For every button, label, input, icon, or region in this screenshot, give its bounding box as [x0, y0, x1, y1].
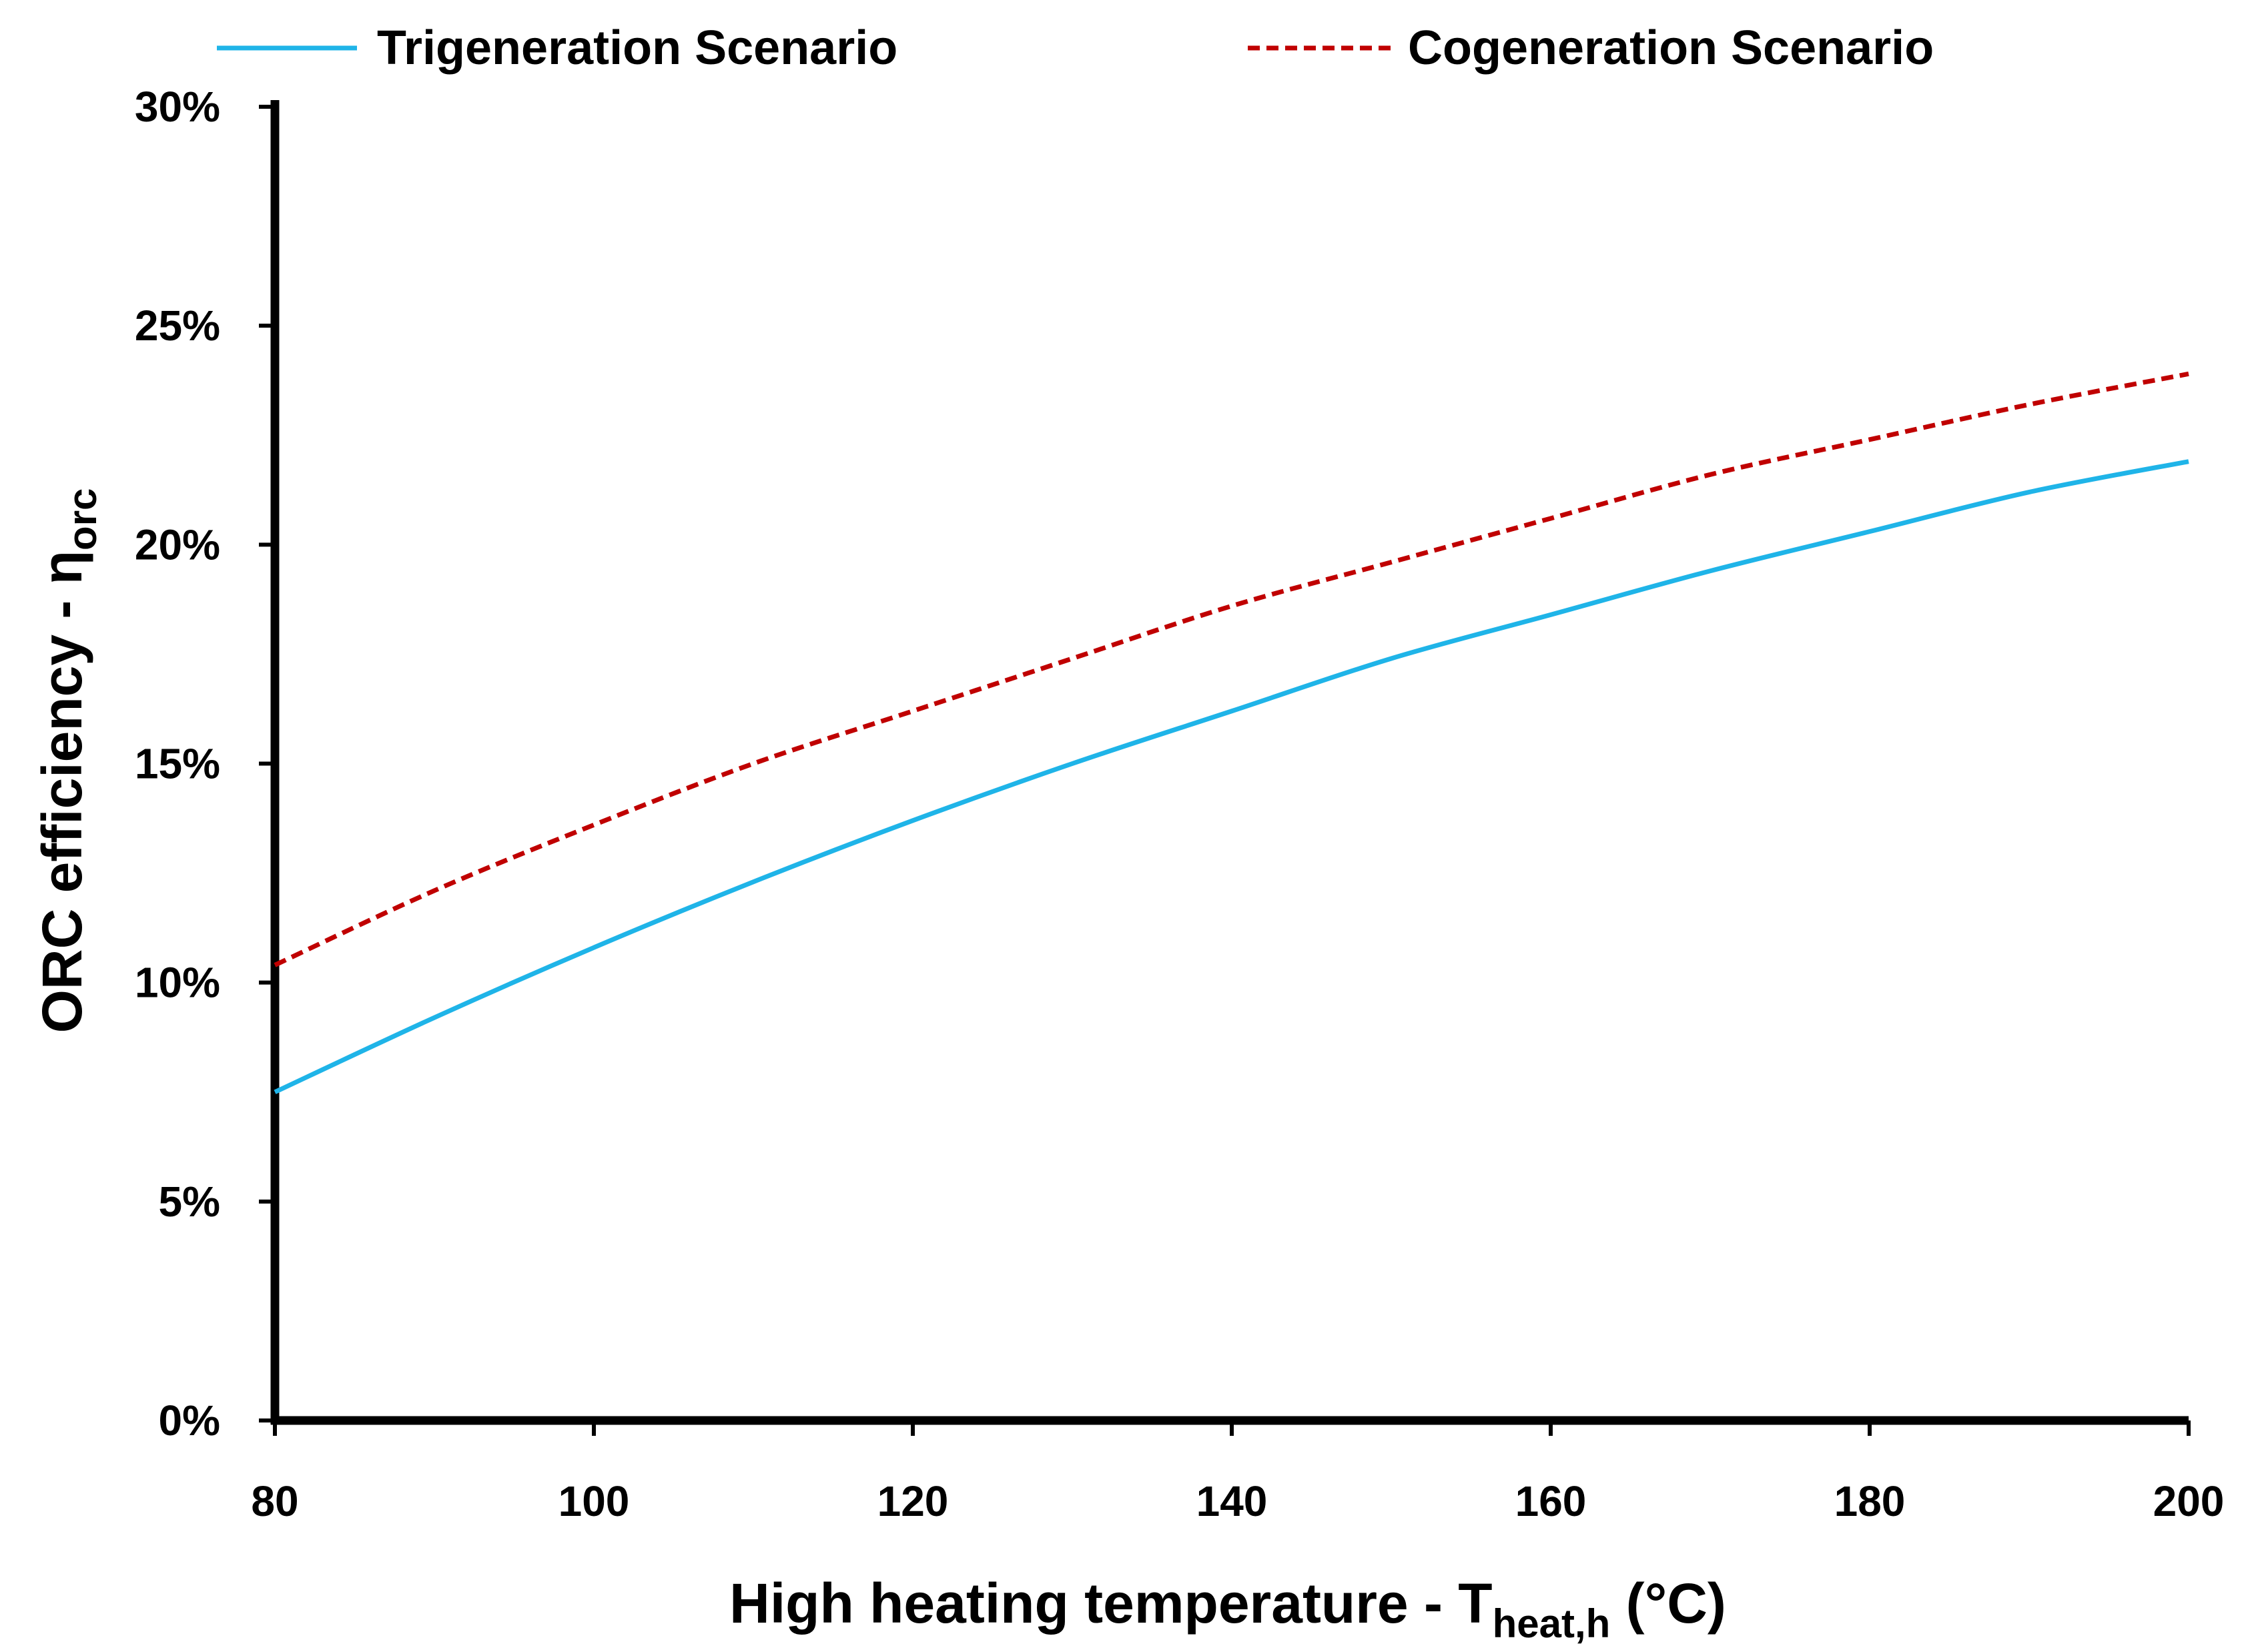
x-tick-label: 120	[877, 1477, 949, 1525]
legend-label-cogeneration: Cogeneration Scenario	[1408, 21, 1934, 75]
y-tick-label: 0%	[159, 1396, 221, 1444]
series-lines	[274, 371, 2189, 1094]
x-tick-label: 100	[558, 1477, 630, 1525]
legend: Trigeneration Scenario Cogeneration Scen…	[217, 21, 1934, 75]
x-axis-title: High heating temperature - Theat,h (°C)	[729, 1572, 1726, 1646]
y-axis-title: ORC efficiency - ηorc	[31, 488, 105, 1034]
y-tick-label: 30%	[135, 83, 220, 131]
legend-label-trigeneration: Trigeneration Scenario	[377, 21, 897, 75]
series-line-cogeneration	[274, 371, 2189, 967]
y-tick-label: 10%	[135, 959, 220, 1007]
y-tick-label: 20%	[135, 520, 220, 568]
axes	[270, 100, 2189, 1425]
y-tick-label: 25%	[135, 302, 220, 350]
series-line-trigeneration	[274, 459, 2189, 1094]
x-tick-label: 200	[2153, 1477, 2225, 1525]
y-tick-label: 15%	[135, 740, 220, 788]
y-tick-label: 5%	[159, 1178, 221, 1226]
x-tick-label: 80	[251, 1477, 298, 1525]
x-tick-label: 180	[1834, 1477, 1906, 1525]
x-axis-ticks: 80 100 120 140 160 180 200	[251, 1420, 2224, 1525]
x-tick-label: 160	[1515, 1477, 1587, 1525]
y-axis-ticks: 0% 5% 10% 15% 20% 25% 30%	[135, 83, 275, 1444]
x-tick-label: 140	[1196, 1477, 1268, 1525]
